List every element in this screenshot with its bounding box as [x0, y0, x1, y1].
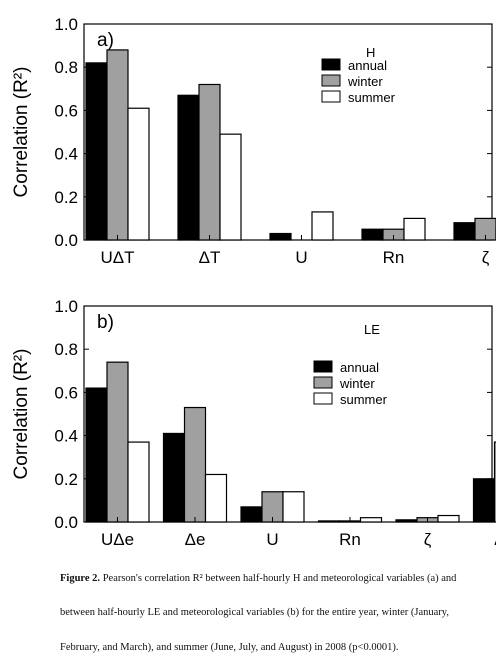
bar-summer: [437, 514, 460, 523]
caption-text-1: Pearson's correlation R² between half-ho…: [102, 573, 457, 584]
legend-swatch-summer: [321, 90, 341, 103]
bar-annual: [317, 520, 341, 523]
variable-label: H: [366, 45, 375, 60]
bar-winter: [198, 83, 221, 241]
bar-summer: [282, 491, 305, 523]
bar-winter: [106, 361, 129, 523]
y-tick-label: 0.8: [54, 58, 78, 77]
legend-label-winter: winter: [347, 74, 383, 89]
bar-summer: [311, 211, 334, 241]
y-tick-label: 1.0: [54, 297, 78, 316]
chart-panel-1: 0.0 0.2 0.4 0.6 0.8 1.0 Correlation (R²) UΔT ΔT U…: [11, 15, 496, 267]
bar-annual: [85, 62, 108, 241]
bar-summer: [359, 517, 383, 523]
legend-label-annual: annual: [348, 58, 387, 73]
y-tick-label: 1.0: [54, 15, 78, 34]
y-tick-label: 0.4: [54, 145, 78, 164]
x-tick-label: ζ: [424, 530, 432, 549]
x-tick-label: ζ: [482, 248, 490, 267]
caption-line-2: between half-hourly LE and meteorologica…: [60, 607, 449, 618]
bar-annual: [472, 478, 496, 523]
bar-annual: [395, 519, 418, 523]
legend-swatch-summer: [313, 392, 333, 405]
legend-label-annual: annual: [340, 360, 379, 375]
y-axis-label: Correlation (R²): [11, 67, 32, 198]
y-tick-label: 0.0: [54, 513, 78, 532]
caption-line-1: Figure 2. Pearson's correlation R² betwe…: [60, 573, 456, 584]
bar-summer: [219, 133, 242, 241]
x-tick-label: U: [295, 248, 307, 267]
y-tick-label: 0.0: [54, 231, 78, 250]
panel-label: b): [97, 312, 114, 333]
legend-swatch-winter: [313, 376, 333, 389]
x-tick-label: ΔT: [494, 530, 496, 549]
legend-swatch-annual: [313, 360, 333, 373]
variable-label: LE: [364, 322, 380, 337]
panel-label: a): [97, 30, 114, 51]
chart-panel-2: 0.0 0.2 0.4 0.6 0.8 1.0 Correlation (R²) UΔe Δe U…: [11, 297, 496, 549]
bar-annual: [177, 94, 200, 241]
y-tick-label: 0.2: [54, 188, 78, 207]
legend-label-summer: summer: [340, 392, 388, 407]
y-tick-label: 0.2: [54, 470, 78, 489]
bar-annual: [453, 222, 476, 241]
caption-line-3: February, and March), and summer (June, …: [60, 642, 399, 653]
x-tick-label: Δe: [185, 530, 206, 549]
legend-swatch-winter: [321, 74, 341, 87]
legend-swatch-annual: [321, 58, 341, 71]
y-tick-label: 0.6: [54, 101, 78, 120]
bar-summer: [403, 217, 426, 241]
bar-summer: [127, 441, 150, 523]
x-tick-label: Rn: [383, 248, 405, 267]
bar-summer: [127, 107, 150, 241]
bar-annual: [162, 432, 186, 523]
y-tick-label: 0.4: [54, 427, 78, 446]
bar-winter: [183, 406, 207, 523]
bar-winter: [106, 49, 129, 241]
y-axis-label: Correlation (R²): [11, 349, 32, 480]
legend-label-winter: winter: [339, 376, 375, 391]
bar-annual: [269, 232, 292, 241]
y-tick-label: 0.6: [54, 383, 78, 402]
x-tick-label: UΔe: [101, 530, 134, 549]
y-tick-label: 0.8: [54, 340, 78, 359]
bar-winter: [493, 441, 496, 523]
bar-annual: [361, 228, 384, 241]
bar-annual: [240, 506, 263, 523]
caption-label: Figure 2.: [60, 573, 101, 584]
bar-annual: [85, 387, 108, 523]
x-tick-label: UΔT: [100, 248, 134, 267]
bar-summer: [204, 473, 228, 523]
x-tick-label: ΔT: [199, 248, 221, 267]
x-tick-label: U: [266, 530, 278, 549]
legend-label-summer: summer: [348, 90, 396, 105]
x-tick-label: Rn: [339, 530, 361, 549]
